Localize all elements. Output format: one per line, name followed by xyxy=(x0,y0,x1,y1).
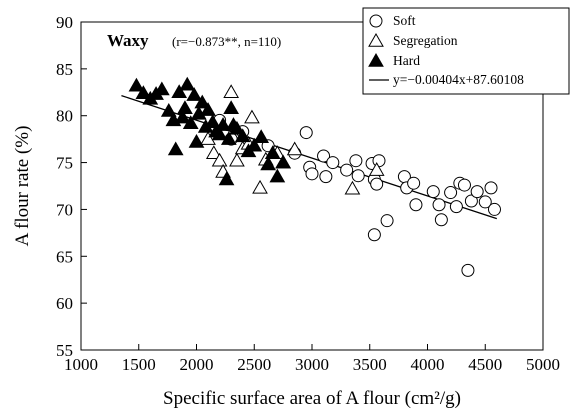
point-hard xyxy=(135,85,152,99)
point-soft xyxy=(351,169,365,183)
axis-ticks: 1000 1500 2000 2500 3000 3500 4000 4500 5000 55 60… xyxy=(56,13,560,374)
point-segregation xyxy=(368,162,385,176)
point-soft xyxy=(305,167,319,181)
y-tick-label: 80 xyxy=(56,107,73,126)
point-hard xyxy=(229,120,245,135)
point-hard xyxy=(260,156,276,171)
data-points xyxy=(128,76,501,277)
x-tick-label: 5000 xyxy=(526,355,560,374)
legend-entry-hard: Hard xyxy=(393,53,420,68)
point-hard xyxy=(167,141,184,156)
legend-entry-regression: y=−0.00404x+87.60108 xyxy=(393,72,524,87)
x-tick-label: 4500 xyxy=(468,355,502,374)
point-hard xyxy=(223,100,240,114)
annotation-stats: (r=−0.873**, n=110) xyxy=(172,34,281,49)
point-hard xyxy=(234,128,251,143)
point-segregation xyxy=(229,152,245,167)
legend-box xyxy=(362,7,570,95)
y-tick-label: 65 xyxy=(56,247,73,266)
point-soft xyxy=(409,198,423,212)
point-soft xyxy=(299,126,313,140)
point-segregation xyxy=(244,109,260,124)
point-soft xyxy=(407,176,421,190)
point-soft xyxy=(470,185,484,199)
point-soft xyxy=(444,186,458,200)
point-hard xyxy=(179,76,196,91)
point-hard xyxy=(218,171,235,186)
point-hard xyxy=(153,81,170,96)
point-hard xyxy=(275,154,291,169)
point-soft xyxy=(487,202,501,216)
point-hard xyxy=(128,77,145,92)
point-hard xyxy=(171,84,188,99)
legend-marker-soft xyxy=(369,14,383,28)
point-segregation xyxy=(205,145,222,159)
point-soft xyxy=(326,156,340,170)
point-hard xyxy=(177,100,193,114)
point-soft xyxy=(317,149,331,163)
point-segregation xyxy=(344,180,361,195)
point-hard xyxy=(215,117,231,131)
point-soft xyxy=(478,195,492,209)
point-soft xyxy=(380,214,394,228)
annotation-title: Waxy xyxy=(107,31,149,50)
x-axis-label: Specific surface area of A flour (cm²/g) xyxy=(163,388,461,409)
point-hard xyxy=(194,94,211,109)
legend-marker-hard xyxy=(368,52,384,67)
point-hard xyxy=(200,102,216,116)
y-tick-label: 90 xyxy=(56,13,73,32)
legend-marker-segregation xyxy=(368,32,384,47)
point-hard xyxy=(246,137,263,152)
point-soft xyxy=(464,194,478,208)
point-segregation xyxy=(223,84,240,99)
point-soft xyxy=(367,228,381,242)
point-segregation xyxy=(211,152,228,167)
point-hard xyxy=(160,103,177,117)
point-soft xyxy=(449,200,463,214)
point-soft xyxy=(370,177,384,191)
point-hard xyxy=(188,133,205,148)
point-segregation xyxy=(200,131,216,145)
point-hard xyxy=(264,145,281,159)
y-tick-label: 55 xyxy=(56,341,73,360)
point-soft xyxy=(432,198,446,212)
point-soft xyxy=(461,263,475,277)
x-tick-label: 4000 xyxy=(411,355,445,374)
y-tick-label: 75 xyxy=(56,154,73,173)
x-tick-label: 3000 xyxy=(295,355,329,374)
x-tick-label: 3500 xyxy=(353,355,387,374)
point-soft xyxy=(349,154,363,168)
x-tick-label: 1500 xyxy=(122,355,156,374)
point-soft xyxy=(340,163,354,177)
point-soft xyxy=(434,213,448,227)
point-soft xyxy=(372,154,386,168)
y-axis-label: A flour rate (%) xyxy=(12,126,33,247)
x-tick-label: 1000 xyxy=(64,355,98,374)
point-segregation xyxy=(286,141,303,156)
legend: Soft Segregation Hard y=−0.00404x+87.601… xyxy=(362,7,570,95)
y-tick-label: 85 xyxy=(56,60,73,79)
point-soft xyxy=(426,185,440,199)
point-hard xyxy=(186,87,203,101)
x-tick-label: 2500 xyxy=(237,355,271,374)
x-tick-label: 2000 xyxy=(180,355,214,374)
point-hard xyxy=(174,109,191,124)
point-soft xyxy=(457,178,471,192)
point-hard xyxy=(220,131,237,145)
point-hard xyxy=(211,126,228,141)
y-tick-label: 60 xyxy=(56,294,73,313)
point-segregation xyxy=(252,179,268,194)
y-tick-label: 70 xyxy=(56,200,73,219)
legend-entry-segregation: Segregation xyxy=(393,33,458,48)
point-soft xyxy=(484,181,498,195)
legend-entry-soft: Soft xyxy=(393,13,416,28)
point-hard xyxy=(182,115,199,129)
point-hard xyxy=(269,168,286,183)
point-soft xyxy=(319,170,333,184)
point-hard xyxy=(253,129,270,144)
